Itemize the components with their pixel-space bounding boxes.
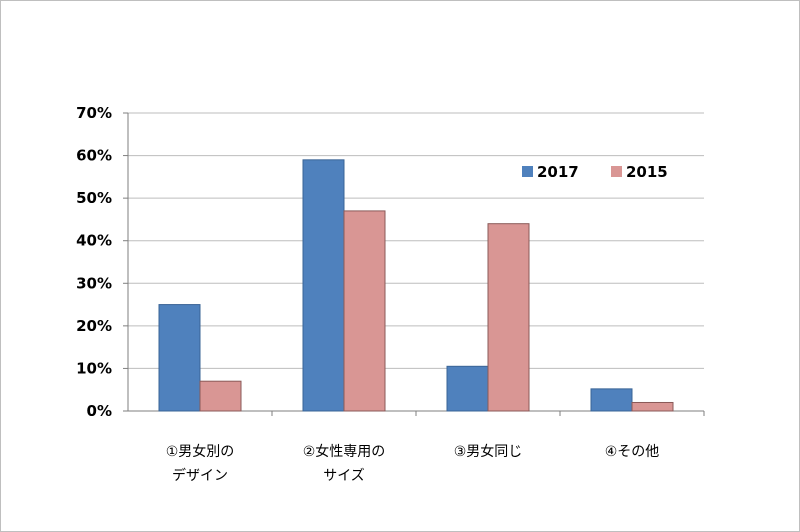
bar-2017-2 (446, 365, 489, 412)
y-tick-label: 70% (76, 104, 112, 122)
bar-2017-3 (590, 388, 633, 412)
y-tick-label: 30% (76, 274, 112, 292)
x-category-label: ②女性専用の (303, 443, 386, 460)
bar-2015-2 (487, 223, 530, 412)
bar-2015-0 (199, 380, 242, 412)
y-tick-label: 60% (76, 147, 112, 165)
bar-2017-1 (302, 159, 345, 412)
y-tick-label: 0% (87, 402, 112, 420)
legend-label-2015: 2015 (626, 163, 668, 181)
bar-2015-3 (631, 401, 674, 412)
x-category-label: デザイン (172, 467, 228, 484)
y-tick-label: 20% (76, 317, 112, 335)
x-category-label: ①男女別の (166, 443, 235, 460)
legend-swatch-2015 (611, 166, 622, 177)
x-category-label: サイズ (323, 468, 365, 484)
x-category-label: ④その他 (605, 444, 660, 460)
x-category-label: ③男女同じ (454, 443, 523, 460)
y-tick-label: 40% (76, 232, 112, 250)
bar-2017-0 (158, 304, 201, 412)
bar-2015-1 (343, 210, 386, 412)
legend-swatch-2017 (522, 166, 533, 177)
y-tick-label: 50% (76, 189, 112, 207)
y-tick-label: 10% (76, 359, 112, 377)
legend-label-2017: 2017 (537, 163, 579, 181)
